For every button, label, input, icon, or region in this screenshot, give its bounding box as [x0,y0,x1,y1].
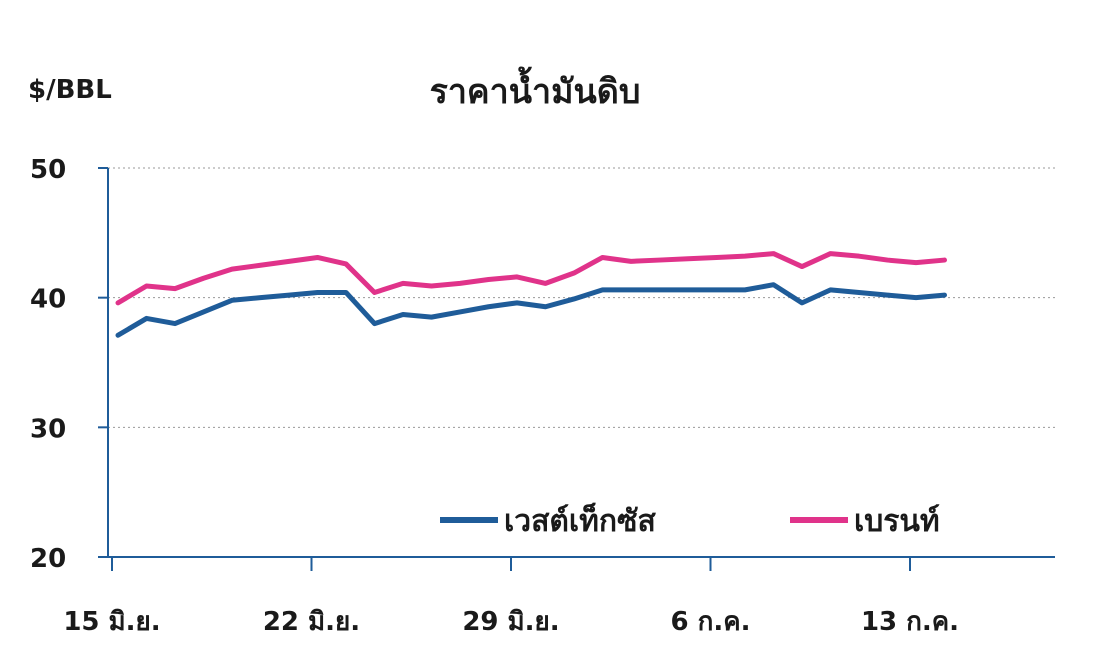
x-tick-label-3: 6 ก.ค. [670,607,750,637]
x-tick-label-4: 13 ก.ค. [861,607,959,637]
chart-title: ราคาน้ำมันดิบ [430,66,641,112]
y-tick-label-30: 30 [30,414,66,444]
y-tick-label-50: 50 [30,155,66,185]
y-tick-label-20: 20 [30,544,66,574]
series-line-0 [115,282,947,338]
series-lines [115,251,947,338]
legend: เวสต์เท็กซัส เบรนท์ [440,502,940,539]
x-tick-label-2: 29 มิ.ย. [462,607,559,637]
x-tick-label-0: 15 มิ.ย. [63,607,160,637]
legend-label-1: เบรนท์ [854,504,940,539]
legend-label-0: เวสต์เท็กซัส [504,502,656,539]
x-tick-label-1: 22 มิ.ย. [263,607,360,637]
axes: 20 30 40 50 15 มิ.ย. 22 มิ.ย. 29 มิ.ย. 6 ก.ค. 13… [30,155,1055,637]
y-tick-label-40: 40 [30,285,66,315]
y-axis-unit-label: $/BBL [28,75,112,105]
series-line-1 [115,251,947,306]
